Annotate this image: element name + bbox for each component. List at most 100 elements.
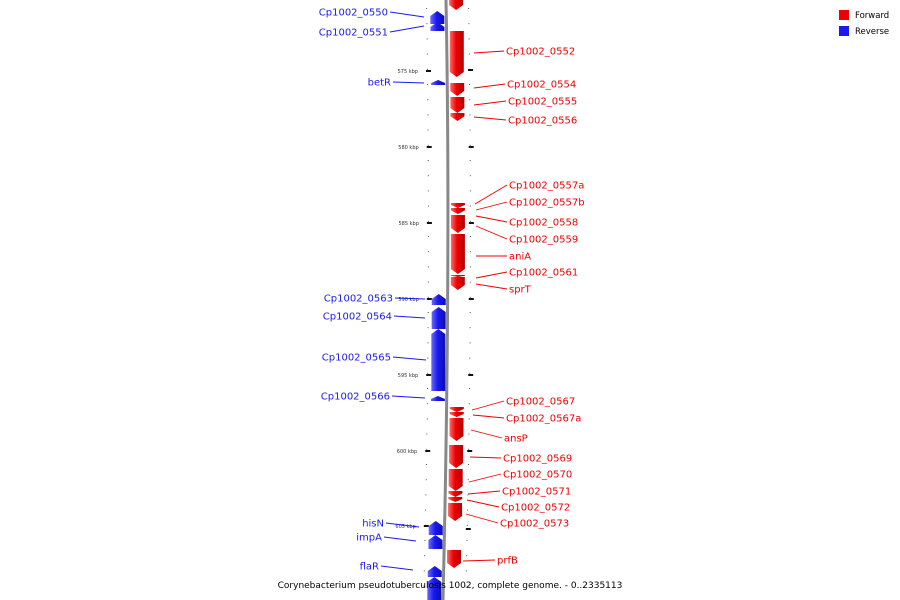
ania-gene-arrow [450, 275, 465, 277]
scale-dot [427, 342, 429, 344]
cp1002_0565-gene-arrow [431, 329, 446, 391]
label-connector [475, 271, 508, 279]
forward-gene-label: sprT [509, 285, 532, 296]
forward-gene-label: Cp1002_0557b [509, 198, 585, 209]
scale-dot [423, 585, 425, 587]
scale-dot [466, 524, 468, 526]
ansp-gene-arrow [449, 418, 464, 441]
scale-dot [465, 570, 467, 572]
forward-gene-label: Cp1002_0555 [508, 97, 577, 108]
label-connector [392, 356, 427, 361]
label-connector [467, 490, 501, 495]
cp1002_0556-gene-arrow [450, 113, 465, 121]
scale-dot [468, 448, 470, 450]
cp1002_0557a-gene-arrow [450, 203, 465, 208]
cp1002_0567a-gene-arrow [449, 412, 464, 417]
scale-dot [427, 312, 429, 313]
label-connector [475, 283, 508, 290]
scale-dot [427, 251, 429, 253]
scale-dot [468, 23, 470, 25]
label-connector [475, 201, 508, 211]
scale-dot [426, 403, 428, 405]
legend: Forward Reverse [839, 10, 889, 37]
scale-dot [425, 479, 427, 481]
scale-dot [426, 464, 427, 465]
scale-dot [427, 205, 429, 207]
tick-label: 600 kbp [397, 449, 417, 455]
betr-gene-arrow [431, 80, 446, 85]
label-connector [389, 11, 425, 18]
scale-dot [465, 585, 467, 587]
scale-dot [427, 266, 429, 268]
reverse-gene-label: Cp1002_0564 [323, 312, 392, 323]
scale-dot [425, 494, 427, 496]
cp1002_0567-gene-arrow [449, 407, 464, 412]
reverse-gene-label: Cp1002_0550 [319, 8, 388, 19]
tick-mark [465, 528, 471, 530]
tick-mark [426, 222, 432, 224]
label-connector [394, 297, 426, 300]
forward-gene-label: ansP [504, 434, 528, 445]
scale-dot [466, 555, 468, 557]
reverse-gene-label: Cp1002_0565 [322, 353, 391, 364]
scale-dot [427, 281, 429, 283]
label-connector [385, 522, 420, 528]
scale-dot [427, 114, 429, 116]
scale-dot [426, 38, 428, 40]
label-connector [473, 116, 507, 121]
label-layer: Cp1002_0550 Cp1002_0551 betR Cp1002_0563 Cp1… [319, 8, 585, 573]
scale-dot [427, 372, 429, 374]
reverse-gene-label: Cp1002_0566 [321, 392, 390, 403]
scale-dot [469, 357, 471, 359]
scale-dot [466, 540, 468, 541]
scale-dot [424, 555, 426, 557]
scale-dot [468, 433, 470, 435]
cp1002_0564-gene-arrow [431, 307, 446, 329]
scale-dot [427, 190, 429, 192]
tick-mark [467, 450, 473, 452]
cp1002_0566-gene-arrow [430, 396, 445, 401]
tick-label: 605 kbp [395, 524, 415, 530]
scale-dot [469, 220, 471, 222]
tick-mark [425, 450, 431, 452]
forward-gene-label: Cp1002_0561 [509, 268, 578, 279]
label-connector [391, 395, 426, 399]
scale-dot [469, 312, 471, 313]
label-connector [475, 225, 508, 240]
hisn-gene-arrow [428, 521, 443, 535]
cp1002_0554-gene-arrow [450, 83, 465, 96]
scale-dot [427, 144, 429, 146]
flar-gene-arrow [427, 566, 442, 577]
scale-dot [469, 144, 471, 146]
scale-dot [469, 372, 471, 374]
reverse-gene-label: Cp1002_0563 [324, 294, 393, 305]
forward-gene-label: Cp1002_0558 [509, 218, 578, 229]
cp1002_0561-gene-arrow [450, 277, 465, 290]
label-connector [389, 25, 425, 33]
scale-dot [426, 433, 428, 435]
scale-dot [467, 494, 469, 496]
forward-gene-label: Cp1002_0570 [503, 470, 572, 481]
scale-dot [427, 68, 428, 70]
cp1002_0552-gene-arrow [449, 31, 464, 77]
tick-label: 595 kbp [398, 373, 418, 379]
cp1002_0557b-gene-arrow [450, 208, 465, 214]
legend-swatch-forward [839, 10, 849, 20]
impa-gene-arrow [428, 535, 443, 549]
tick-label: 590 kbp [398, 297, 418, 303]
legend-label-forward: Forward [855, 11, 889, 21]
tick-mark [426, 374, 432, 376]
scale-dot [426, 418, 428, 420]
cp1002_0563-gene-arrow [431, 294, 446, 305]
genome-backbone [441, 0, 450, 600]
scale-dot [427, 160, 429, 161]
label-connector [473, 83, 506, 89]
prfb-gene-arrow [447, 550, 462, 568]
reverse-gene-label: flaR [360, 562, 379, 573]
scale-dot [468, 464, 469, 465]
scale-dot [469, 327, 471, 329]
scale-dot [468, 53, 470, 55]
legend-swatch-reverse [839, 26, 849, 36]
tick-label: 575 kbp [398, 69, 418, 75]
